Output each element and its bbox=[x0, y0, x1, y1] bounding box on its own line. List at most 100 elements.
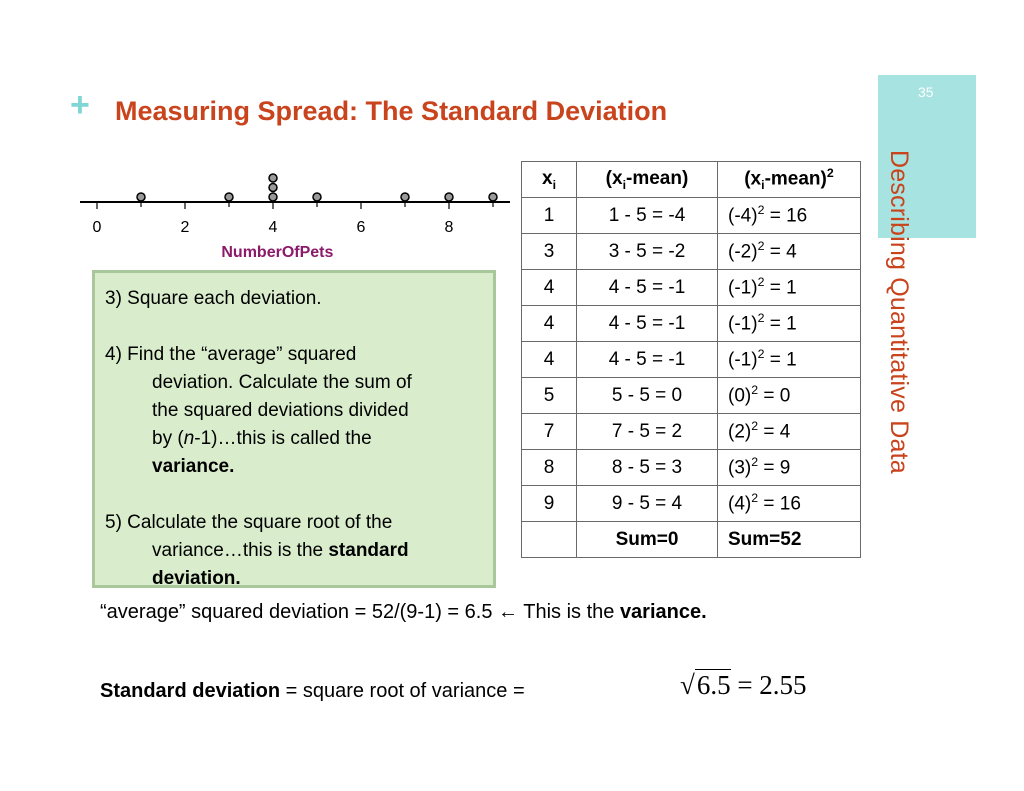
radicand: 6.5 bbox=[694, 669, 731, 700]
sd-formula: √6.5 = 2.55 bbox=[680, 669, 807, 701]
squared-result: = 4 bbox=[758, 421, 791, 443]
step-5-standard: standard bbox=[328, 540, 409, 561]
sum-deviation: Sum=0 bbox=[576, 521, 718, 558]
header-deviation: (xi-mean) bbox=[576, 161, 718, 198]
variance-line: “average” squared deviation = 52/(9-1) =… bbox=[100, 601, 707, 624]
cell-squared: (2)2 = 4 bbox=[717, 413, 861, 450]
squared-result: = 4 bbox=[764, 241, 797, 263]
dotplot: 0 2 4 6 8 NumberOfPets bbox=[80, 173, 510, 261]
cell-deviation: 7 - 5 = 2 bbox=[576, 413, 718, 450]
cell-deviation: 8 - 5 = 3 bbox=[576, 449, 718, 486]
step-5-deviation: deviation. bbox=[152, 568, 241, 589]
step-4-line-3: the squared deviations divided bbox=[152, 400, 409, 421]
data-point bbox=[268, 192, 278, 202]
plus-icon: + bbox=[70, 86, 90, 124]
step-5: 5) Calculate the square root of the vari… bbox=[105, 509, 483, 593]
cell-x: 1 bbox=[521, 197, 577, 234]
cell-x: 7 bbox=[521, 413, 577, 450]
squared-base: (-2) bbox=[728, 241, 758, 263]
data-point bbox=[268, 182, 278, 193]
data-point bbox=[444, 192, 454, 202]
data-point bbox=[136, 192, 146, 202]
cell-squared: (-2)2 = 4 bbox=[717, 233, 861, 270]
cell-deviation: 4 - 5 = -1 bbox=[576, 341, 718, 378]
data-point bbox=[312, 192, 322, 202]
squared-result: = 16 bbox=[764, 205, 808, 227]
cell-x: 4 bbox=[521, 341, 577, 378]
step-4-called: -1)…this is called the bbox=[194, 428, 372, 449]
squared-exponent: 2 bbox=[757, 239, 765, 254]
data-point bbox=[488, 192, 498, 202]
cell-squared: (4)2 = 16 bbox=[717, 485, 861, 522]
squared-exponent: 2 bbox=[757, 275, 765, 290]
cell-x: 8 bbox=[521, 449, 577, 486]
tick-label: 4 bbox=[269, 219, 278, 236]
squared-base: (-4) bbox=[728, 205, 758, 227]
cell-x: 4 bbox=[521, 305, 577, 342]
variance-word: variance. bbox=[619, 601, 707, 623]
step-4-line-1: 4) Find the “average” squared bbox=[105, 344, 357, 365]
squared-exponent: 2 bbox=[757, 203, 765, 218]
cell-x: 4 bbox=[521, 269, 577, 306]
table-header-row: xi (xi-mean) (xi-mean)2 bbox=[521, 161, 861, 198]
step-5-line-1: 5) Calculate the square root of the bbox=[105, 512, 393, 533]
cell-squared: (-1)2 = 1 bbox=[717, 269, 861, 306]
squared-exponent: 2 bbox=[751, 455, 759, 470]
side-title: Describing Quantitative Data bbox=[885, 150, 913, 474]
steps-box: 3) Square each deviation. 4) Find the “a… bbox=[92, 270, 496, 589]
tick-label: 0 bbox=[93, 219, 102, 236]
squared-base: (3) bbox=[728, 457, 752, 479]
cell-x: 5 bbox=[521, 377, 577, 414]
radical-icon: √ bbox=[680, 670, 695, 700]
left-arrow-icon: ← bbox=[498, 601, 519, 623]
squared-base: (-1) bbox=[728, 349, 758, 371]
squared-exponent: 2 bbox=[757, 311, 765, 326]
squared-exponent: 2 bbox=[751, 491, 759, 506]
cell-deviation: 1 - 5 = -4 bbox=[576, 197, 718, 234]
squared-exponent: 2 bbox=[751, 419, 759, 434]
step-3: 3) Square each deviation. bbox=[105, 288, 322, 309]
step-4-line-4: by (n-1)…this is called the bbox=[105, 425, 483, 453]
cell-squared: (-1)2 = 1 bbox=[717, 341, 861, 378]
tick-label: 2 bbox=[181, 219, 190, 236]
squared-base: (-1) bbox=[728, 277, 758, 299]
cell-x: 3 bbox=[521, 233, 577, 270]
squared-base: (-1) bbox=[728, 313, 758, 335]
data-point bbox=[268, 173, 278, 183]
side-accent-block bbox=[878, 75, 976, 238]
cell-squared: (3)2 = 9 bbox=[717, 449, 861, 486]
squared-base: (4) bbox=[728, 493, 752, 515]
step-4-variance: variance. bbox=[152, 456, 235, 477]
cell-x: 9 bbox=[521, 485, 577, 522]
data-point bbox=[224, 192, 234, 202]
table-sum-row: Sum=0 Sum=52 bbox=[521, 521, 861, 558]
cell-deviation: 4 - 5 = -1 bbox=[576, 269, 718, 306]
step-5-variance-text: variance…this is the bbox=[152, 540, 329, 561]
cell-deviation: 9 - 5 = 4 bbox=[576, 485, 718, 522]
slide-title: Measuring Spread: The Standard Deviation bbox=[115, 96, 668, 126]
cell-deviation: 3 - 5 = -2 bbox=[576, 233, 718, 270]
squared-base: (0) bbox=[728, 385, 752, 407]
squared-result: = 1 bbox=[764, 313, 797, 335]
data-point bbox=[400, 192, 410, 202]
sd-label: Standard deviation bbox=[100, 680, 281, 702]
cell-deviation: 5 - 5 = 0 bbox=[576, 377, 718, 414]
sd-description: = square root of variance = bbox=[280, 680, 525, 702]
header-squared: (xi-mean)2 bbox=[717, 161, 861, 198]
dotplot-axis-label: NumberOfPets bbox=[221, 244, 333, 261]
cell-squared: (-4)2 = 16 bbox=[717, 197, 861, 234]
cell-squared: (-1)2 = 1 bbox=[717, 305, 861, 342]
step-4-line-2: deviation. Calculate the sum of bbox=[152, 372, 412, 393]
standard-deviation-line: Standard deviation = square root of vari… bbox=[100, 680, 525, 703]
squared-result: = 1 bbox=[764, 349, 797, 371]
step-4-n: n bbox=[183, 428, 195, 449]
squared-result: = 9 bbox=[758, 457, 791, 479]
